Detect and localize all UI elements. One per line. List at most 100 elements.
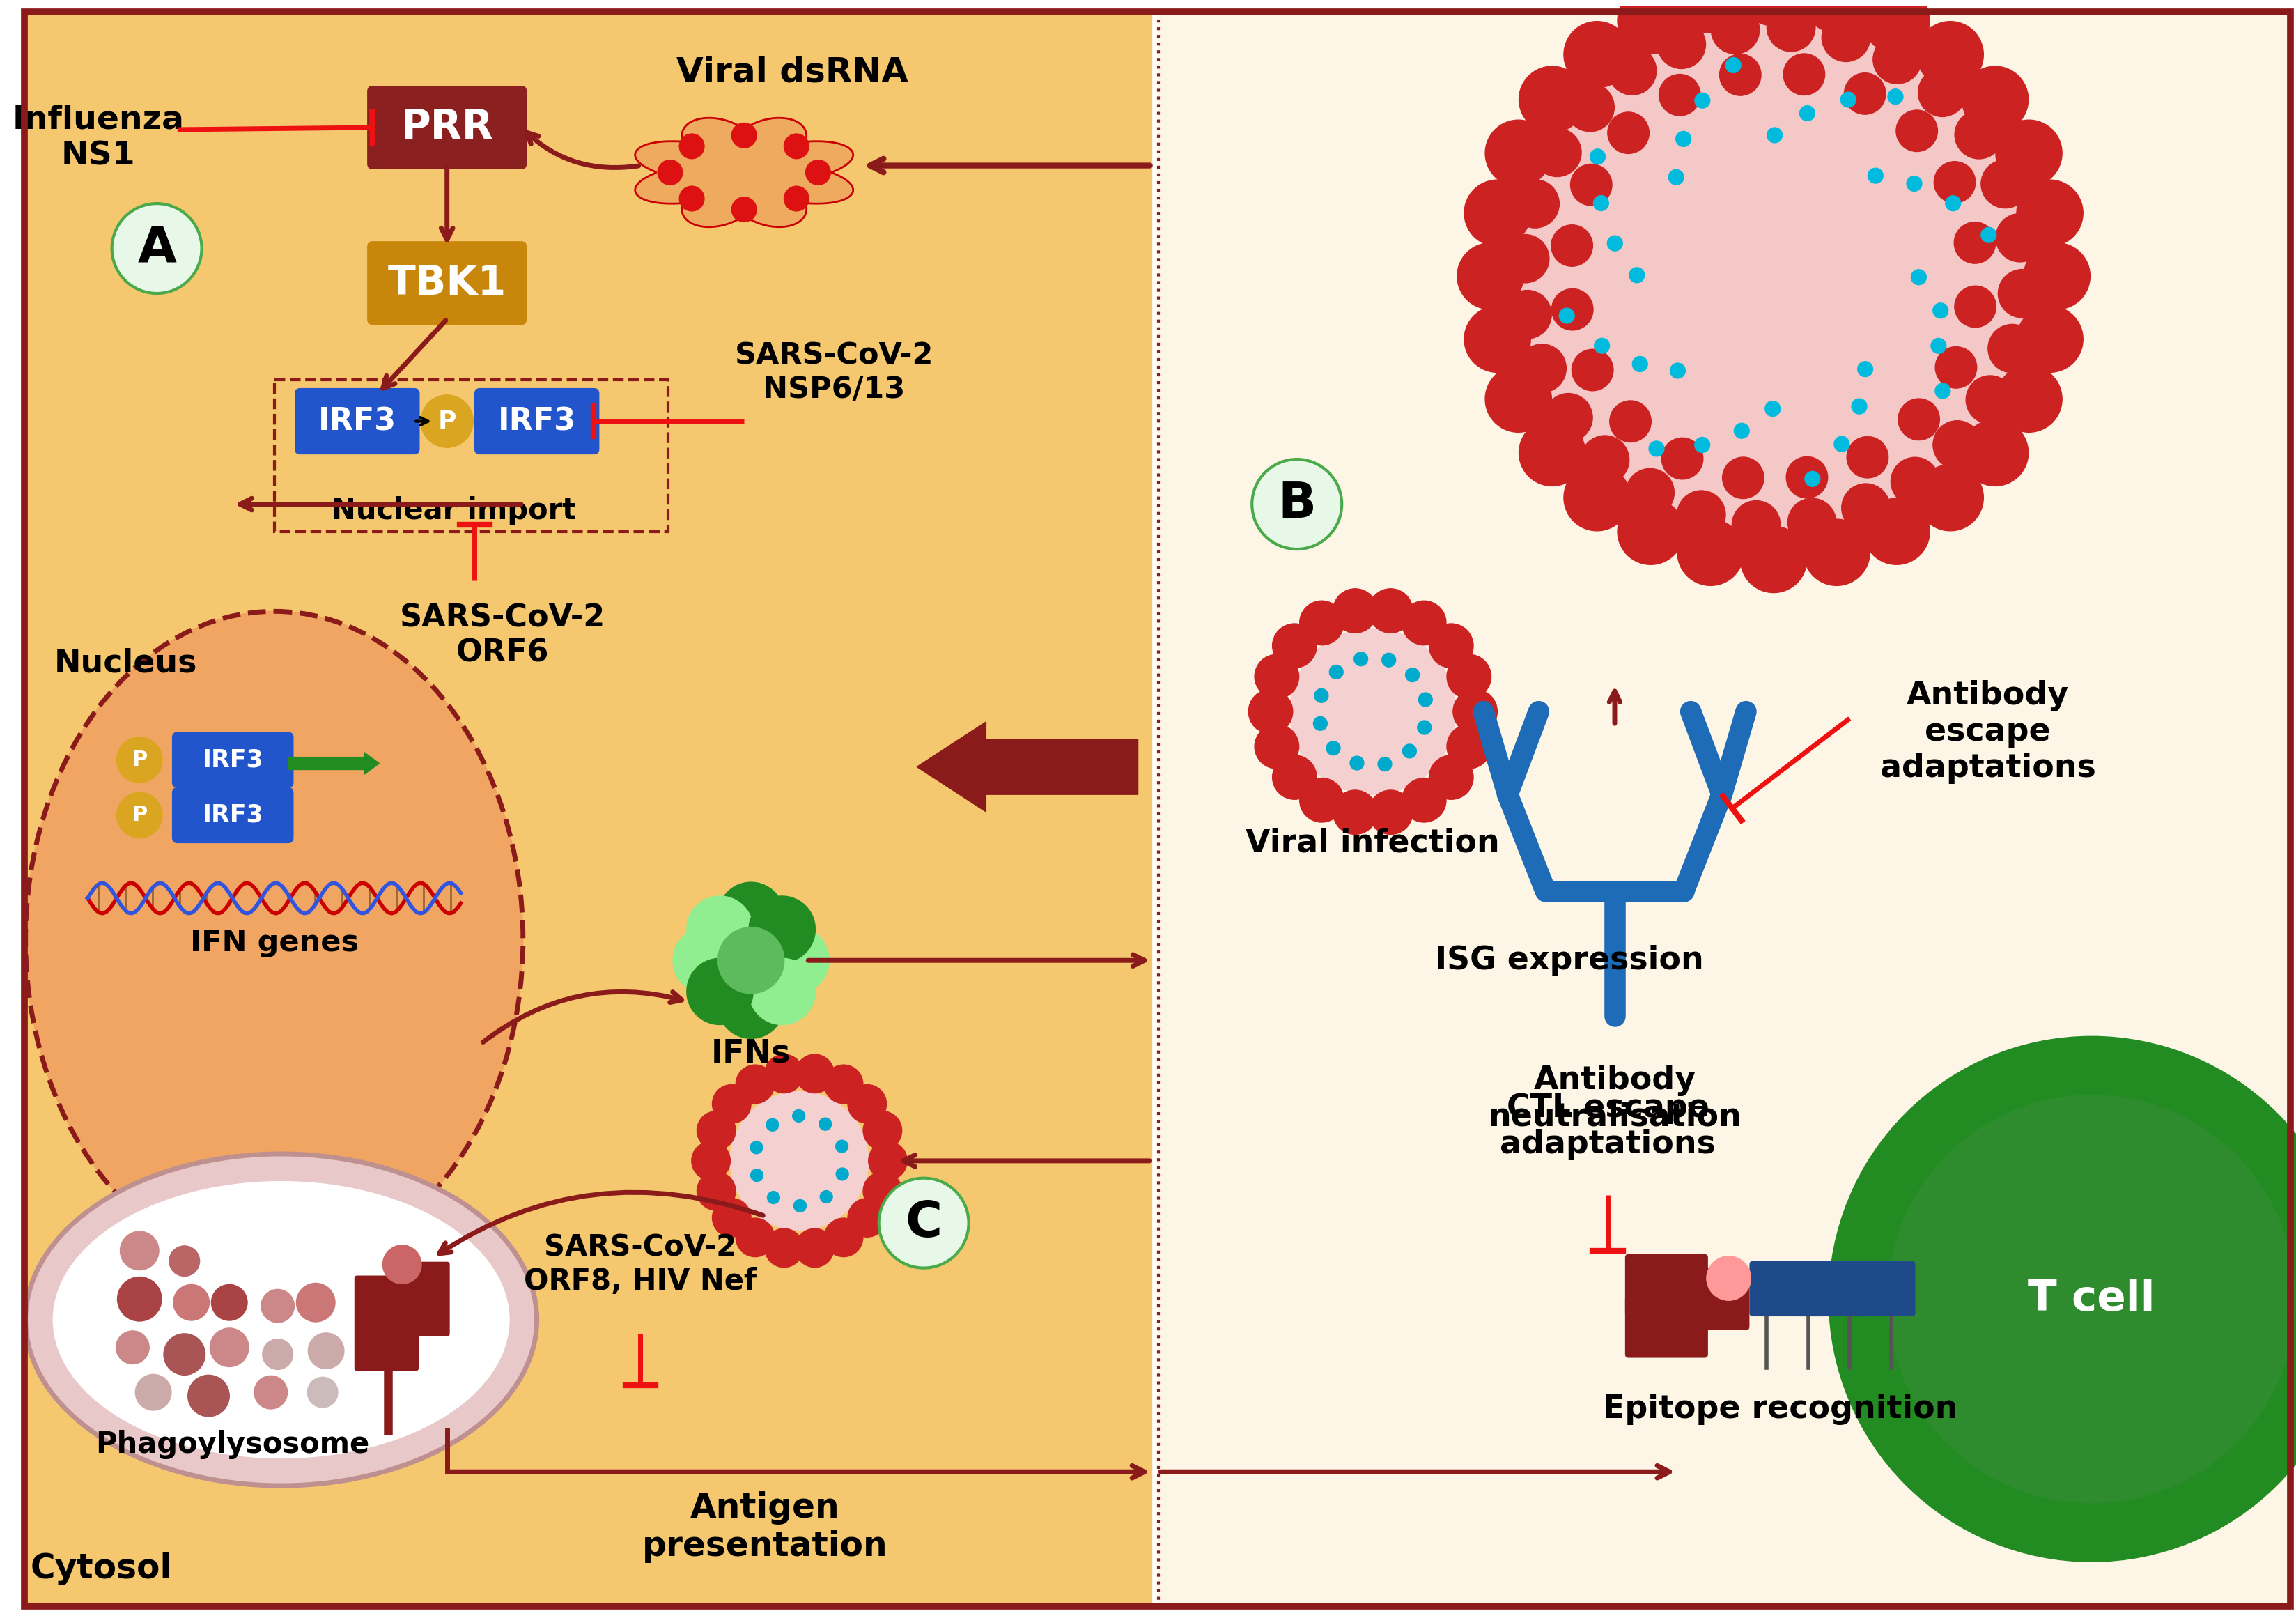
Circle shape <box>1327 741 1341 756</box>
Circle shape <box>836 1141 847 1152</box>
Circle shape <box>1254 725 1300 769</box>
Text: Nucleus: Nucleus <box>55 647 197 680</box>
Circle shape <box>1334 589 1378 633</box>
FancyBboxPatch shape <box>367 241 526 325</box>
Circle shape <box>687 896 753 963</box>
Circle shape <box>1768 3 1816 52</box>
Circle shape <box>188 1375 230 1416</box>
Circle shape <box>1995 366 2062 432</box>
Circle shape <box>1805 519 1869 586</box>
Circle shape <box>712 1084 751 1123</box>
Circle shape <box>1892 458 1940 506</box>
Circle shape <box>1931 338 1947 353</box>
Circle shape <box>1694 92 1711 108</box>
Circle shape <box>719 972 785 1039</box>
Circle shape <box>1786 456 1828 498</box>
Circle shape <box>1995 120 2062 186</box>
Circle shape <box>735 1065 774 1103</box>
Circle shape <box>255 1375 287 1409</box>
Circle shape <box>1486 366 1552 432</box>
Circle shape <box>1403 778 1446 822</box>
Circle shape <box>1251 460 1341 549</box>
Circle shape <box>1378 757 1391 772</box>
FancyBboxPatch shape <box>172 788 294 843</box>
Circle shape <box>783 134 808 159</box>
Circle shape <box>868 1141 907 1180</box>
Circle shape <box>1382 654 1396 667</box>
Circle shape <box>1609 401 1651 442</box>
Circle shape <box>1593 338 1609 353</box>
FancyBboxPatch shape <box>1626 1296 1708 1358</box>
Circle shape <box>691 1141 730 1180</box>
Circle shape <box>806 160 831 184</box>
FancyBboxPatch shape <box>475 388 599 455</box>
Circle shape <box>1465 306 1531 372</box>
Circle shape <box>1619 0 1683 53</box>
Text: T cell: T cell <box>2027 1278 2156 1320</box>
Circle shape <box>1446 725 1490 769</box>
Text: PRR: PRR <box>402 108 494 147</box>
Circle shape <box>748 896 815 963</box>
Circle shape <box>1405 668 1419 681</box>
Circle shape <box>1821 13 1871 61</box>
Text: IRF3: IRF3 <box>319 406 397 437</box>
Circle shape <box>1428 623 1474 668</box>
Circle shape <box>1607 112 1649 154</box>
Text: Antibody
neutralisation: Antibody neutralisation <box>1488 1065 1740 1133</box>
Circle shape <box>1954 286 1995 327</box>
Circle shape <box>1733 424 1750 438</box>
Circle shape <box>1706 1256 1752 1301</box>
Circle shape <box>1649 442 1665 456</box>
Circle shape <box>1591 149 1605 165</box>
Circle shape <box>1658 21 1706 68</box>
Circle shape <box>135 1374 172 1411</box>
Circle shape <box>673 927 739 993</box>
Circle shape <box>680 186 705 210</box>
Circle shape <box>1564 464 1630 531</box>
Circle shape <box>1844 73 1885 115</box>
Circle shape <box>1727 58 1740 73</box>
Circle shape <box>1446 654 1490 699</box>
Circle shape <box>1887 89 1903 104</box>
Circle shape <box>1368 589 1412 633</box>
Circle shape <box>820 1118 831 1131</box>
Circle shape <box>1805 0 1869 32</box>
Circle shape <box>1254 654 1300 699</box>
FancyBboxPatch shape <box>1750 1260 1825 1317</box>
Circle shape <box>698 1112 735 1150</box>
Circle shape <box>1936 383 1949 398</box>
Polygon shape <box>636 118 854 227</box>
Ellipse shape <box>53 1181 510 1458</box>
Ellipse shape <box>25 612 523 1269</box>
Circle shape <box>1857 361 1874 377</box>
Circle shape <box>1981 160 2030 209</box>
Text: C: C <box>905 1199 941 1247</box>
Circle shape <box>762 927 829 993</box>
Text: IFNs: IFNs <box>712 1039 790 1069</box>
Circle shape <box>2016 306 2082 372</box>
Circle shape <box>1887 1095 2296 1503</box>
Circle shape <box>262 1340 294 1369</box>
FancyBboxPatch shape <box>1626 1254 1708 1317</box>
Circle shape <box>1662 438 1704 479</box>
Circle shape <box>792 1110 806 1123</box>
Circle shape <box>174 1285 209 1320</box>
Circle shape <box>1593 196 1609 210</box>
Circle shape <box>794 1228 833 1267</box>
Circle shape <box>1936 346 1977 388</box>
Text: IRF3: IRF3 <box>498 406 576 437</box>
Circle shape <box>296 1283 335 1322</box>
Circle shape <box>1917 68 1965 116</box>
Circle shape <box>1490 0 2057 560</box>
Circle shape <box>308 1333 344 1369</box>
Circle shape <box>1830 1037 2296 1561</box>
Circle shape <box>113 204 202 293</box>
Circle shape <box>1368 790 1412 835</box>
Circle shape <box>1998 269 2046 317</box>
Circle shape <box>1851 398 1867 414</box>
Circle shape <box>1329 665 1343 680</box>
Circle shape <box>1518 345 1566 393</box>
Circle shape <box>732 123 758 147</box>
Circle shape <box>1988 324 2037 372</box>
Circle shape <box>1511 180 1559 228</box>
